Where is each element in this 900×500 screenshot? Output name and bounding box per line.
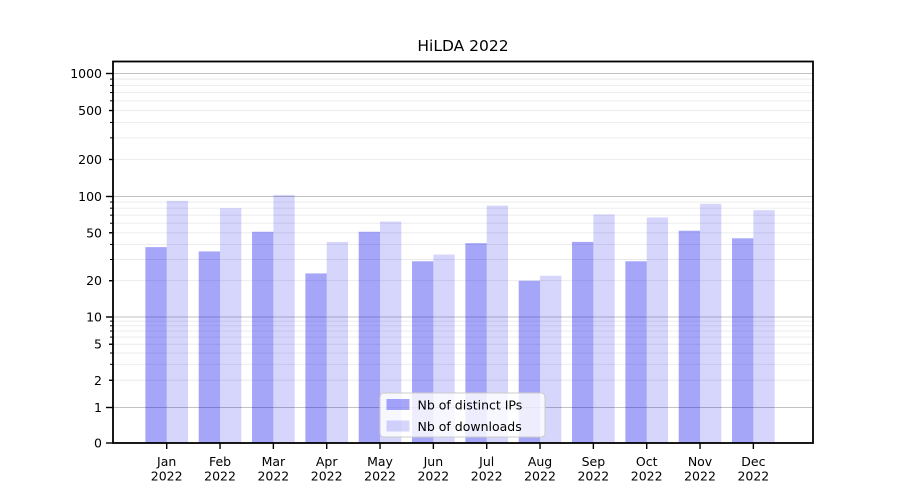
y-tick-label: 1 [94,400,102,415]
chart-title: HiLDA 2022 [417,37,508,55]
x-tick-label-month: Jul [478,454,494,469]
legend: Nb of distinct IPs Nb of downloads [379,392,546,438]
bar-distinct-ips-feb [198,251,221,443]
x-tick-label-month: Jan [156,454,176,469]
bar-downloads-jul [486,205,509,443]
x-tick-label-month: Apr [316,454,338,469]
y-tick-label: 100 [78,189,102,204]
y-tick-label: 2 [94,373,102,388]
x-tick-label-year: 2022 [257,469,289,484]
bar-downloads-feb [220,208,242,443]
y-tick-label: 5 [94,337,102,352]
bar-distinct-ips-nov [678,230,701,443]
x-tick-label-year: 2022 [577,469,609,484]
x-tick-label-year: 2022 [684,469,716,484]
bar-distinct-ips-jan [145,247,167,443]
x-tick-label-year: 2022 [204,469,236,484]
x-tick-label-year: 2022 [311,469,343,484]
bar-distinct-ips-apr [305,273,327,443]
x-tick-label-month: May [367,454,393,469]
y-tick-label: 50 [86,225,102,240]
axis-layer: 01251020501002005001000Jan2022Feb2022Mar… [70,60,814,484]
bar-downloads-mar [273,194,295,443]
bar-downloads-nov [700,203,722,443]
bar-downloads-sep [593,214,615,443]
x-tick-label-month: Feb [209,454,231,469]
bar-downloads-apr [326,241,349,443]
x-tick-label-year: 2022 [524,469,556,484]
x-tick-label-month: Mar [262,454,286,469]
x-tick-label-month: Dec [741,454,765,469]
y-tick-label: 1000 [70,66,102,81]
bar-downloads-dec [753,210,775,443]
y-tick-label: 10 [86,310,102,325]
x-tick-label-year: 2022 [364,469,396,484]
bar-downloads-may [380,221,402,443]
x-tick-label-year: 2022 [631,469,663,484]
bar-distinct-ips-may [358,231,381,443]
bar-downloads-jan [166,200,189,443]
legend-box [379,392,546,438]
y-tick-label: 0 [94,436,102,451]
bar-distinct-ips-oct [625,261,647,443]
x-tick-label-month: Jun [423,454,444,469]
x-tick-label-year: 2022 [417,469,449,484]
y-tick-label: 500 [78,103,102,118]
legend-label-downloads: Nb of downloads [418,419,522,434]
bar-distinct-ips-sep [572,241,594,443]
plot-border [112,60,814,444]
x-tick-label-year: 2022 [471,469,503,484]
bar-distinct-ips-dec [732,238,754,443]
x-tick-label-month: Sep [582,454,606,469]
legend-label-distinct-ips: Nb of distinct IPs [418,398,523,413]
bar-distinct-ips-mar [252,231,274,443]
x-tick-label-month: Oct [636,454,658,469]
bar-downloads-oct [646,217,669,443]
x-tick-label-month: Aug [528,454,552,469]
x-tick-label-year: 2022 [737,469,769,484]
y-tick-label: 200 [78,152,102,167]
x-tick-label-month: Nov [688,454,713,469]
legend-swatch-distinct-ips [386,399,410,410]
y-tick-label: 20 [86,273,102,288]
legend-swatch-downloads [386,420,410,432]
x-tick-label-year: 2022 [151,469,183,484]
